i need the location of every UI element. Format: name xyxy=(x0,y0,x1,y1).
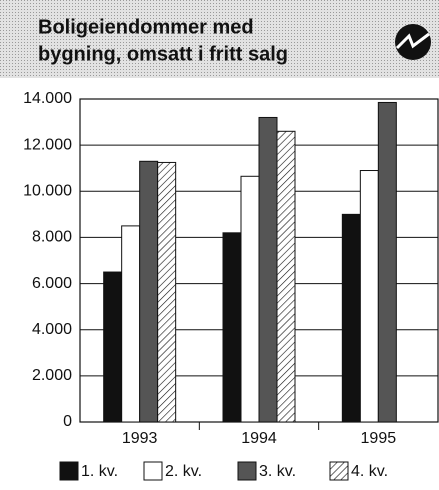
legend-label: 2. kv. xyxy=(165,463,202,480)
bar xyxy=(276,130,296,423)
legend-label: 1. kv. xyxy=(81,463,118,480)
y-tick-label: 2.000 xyxy=(32,367,72,384)
chart-title: Boligeiendommer med xyxy=(38,16,254,38)
bar xyxy=(103,271,123,423)
y-tick-label: 8.000 xyxy=(32,229,72,246)
legend-swatch xyxy=(237,461,257,481)
legend-label: 4. kv. xyxy=(351,463,388,480)
legend-swatch xyxy=(143,461,163,481)
bar xyxy=(341,213,361,423)
y-tick-label: 4.000 xyxy=(32,321,72,338)
x-tick-label: 1993 xyxy=(122,430,158,447)
x-tick-label: 1995 xyxy=(361,430,397,447)
legend-label: 3. kv. xyxy=(259,463,296,480)
bar xyxy=(240,175,260,423)
y-tick-label: 10.000 xyxy=(23,183,72,200)
x-tick-label: 1994 xyxy=(241,430,277,447)
y-tick-label: 6.000 xyxy=(32,275,72,292)
y-tick-label: 12.000 xyxy=(23,136,72,153)
bar xyxy=(139,160,159,423)
bar xyxy=(222,232,242,423)
title-band xyxy=(0,0,439,78)
logo xyxy=(395,24,431,60)
y-tick-label: 0 xyxy=(63,413,72,430)
bar xyxy=(377,101,397,423)
bar xyxy=(157,161,177,423)
y-tick-label: 14.000 xyxy=(23,90,72,107)
bar xyxy=(258,116,278,423)
bar xyxy=(121,225,141,423)
legend-swatch xyxy=(329,461,349,481)
bar xyxy=(359,170,379,423)
chart-title: bygning, omsatt i fritt salg xyxy=(38,43,288,65)
legend-swatch xyxy=(59,461,79,481)
